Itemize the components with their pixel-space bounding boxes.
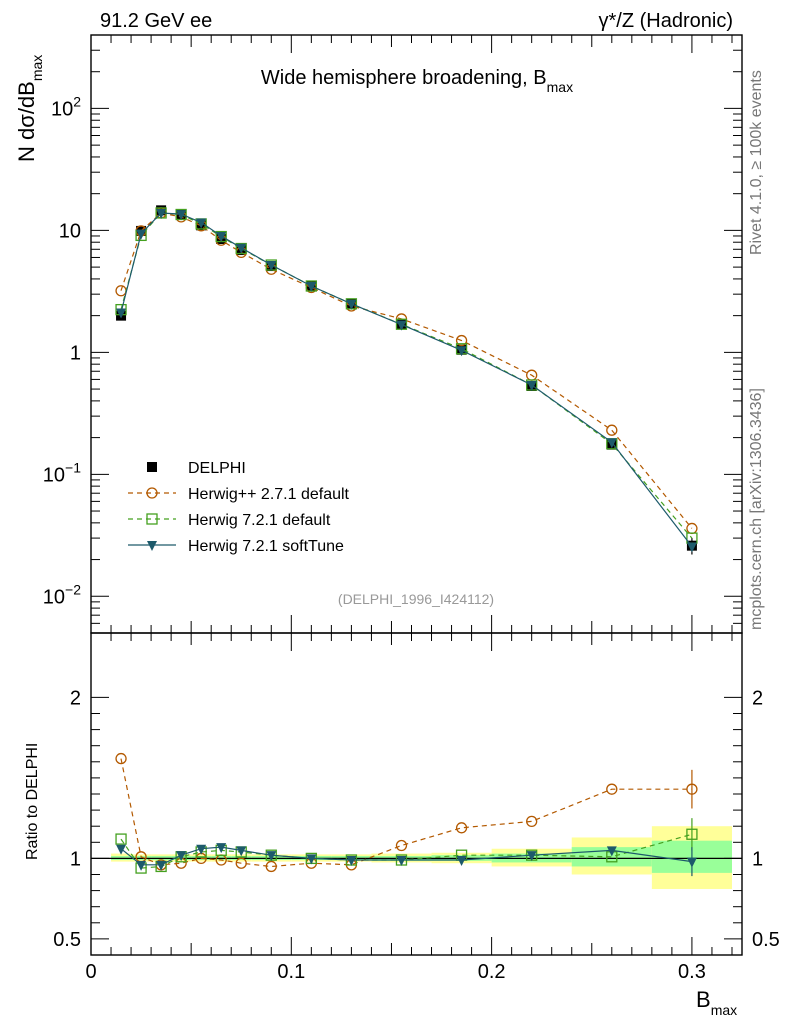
triangle-series-point xyxy=(236,243,247,254)
ratio-triangle-point xyxy=(176,851,187,862)
legend-marker xyxy=(147,541,157,551)
circle-series-line xyxy=(120,212,693,529)
ratio-plot-frame xyxy=(90,632,743,956)
x-tick-label: 0.1 xyxy=(277,961,305,983)
ratio-triangle-point xyxy=(686,857,697,868)
ratio-triangle-point xyxy=(156,860,167,871)
legend-marker xyxy=(146,487,158,499)
y-tick-label: 10−2 xyxy=(43,581,81,608)
triangle-series-point xyxy=(346,299,357,310)
triangle-series-point xyxy=(176,210,187,221)
triangle-series-point xyxy=(156,208,167,219)
legend-marker xyxy=(147,462,157,472)
ratio-triangle-point xyxy=(216,843,227,854)
x-tick-label: 0.2 xyxy=(478,961,506,983)
ratio-circle-point xyxy=(265,860,277,873)
triangle-series-point xyxy=(196,218,207,229)
x-tick-label: 0.3 xyxy=(678,961,706,983)
triangle-series-point xyxy=(306,282,317,293)
ratio-triangle-point xyxy=(306,854,317,865)
ratio-circle-point xyxy=(395,839,408,852)
x-tick-label: 0 xyxy=(85,961,96,983)
triangle-series-point xyxy=(526,380,537,391)
ratio-triangle-point xyxy=(266,851,277,862)
ratio-square-point xyxy=(686,828,698,840)
ratio-circle-point xyxy=(115,752,127,765)
ratio-circle-point xyxy=(686,783,698,795)
legend-label: Herwig 7.2.1 default xyxy=(188,512,331,529)
y-tick-label: 102 xyxy=(51,93,81,120)
ratio-circle-point xyxy=(606,783,618,795)
legend-label: Herwig 7.2.1 softTune xyxy=(188,538,344,555)
y-tick-label: 10 xyxy=(59,220,81,242)
circle-series-point xyxy=(606,424,618,436)
ratio-triangle-point xyxy=(136,860,147,871)
triangle-series-point xyxy=(456,346,467,357)
triangle-series-point xyxy=(136,229,147,240)
triangle-series-point xyxy=(216,231,227,242)
ratio-circle-point xyxy=(455,822,468,834)
ratio-triangle-point xyxy=(456,856,467,867)
ratio-triangle-point xyxy=(606,846,617,857)
rivet-version-label: Rivet 4.1.0, ≥ 100k events xyxy=(748,70,765,255)
ratio-triangle-point xyxy=(396,856,407,867)
ratio-circle-line xyxy=(120,758,692,868)
ratio-y-tick-label-right: 2 xyxy=(752,687,763,709)
ratio-triangle-point xyxy=(116,844,127,855)
ratio-y-tick-label: 1 xyxy=(70,848,81,870)
legend-label: DELPHI xyxy=(188,460,246,477)
header-left: 91.2 GeV ee xyxy=(100,10,212,32)
ratio-circle-point xyxy=(235,857,247,869)
circle-series-point xyxy=(115,285,127,297)
circle-series-point xyxy=(686,522,698,535)
triangle-series-point xyxy=(116,308,127,319)
mcplots-label: mcplots.cern.ch [arXiv:1306.3436] xyxy=(748,388,765,630)
ratio-triangle-point xyxy=(196,844,207,855)
main-title: Wide hemisphere broadening, Bmax xyxy=(261,67,573,95)
legend-marker xyxy=(146,513,158,525)
ratio-square-point xyxy=(115,833,127,845)
ratio-triangle-point xyxy=(526,851,537,862)
triangle-series-point xyxy=(266,261,277,272)
triangle-series-point xyxy=(396,320,407,331)
ratio-triangle-point xyxy=(346,856,357,867)
ratio-y-tick-label: 2 xyxy=(70,687,81,709)
triangle-series-point xyxy=(606,438,617,449)
y-axis-title: N dσ/dBmax xyxy=(14,55,45,162)
ratio-circle-point xyxy=(526,815,538,828)
ratio-square-line xyxy=(120,833,693,869)
triangle-series-point xyxy=(686,542,697,553)
ratio-y-tick-label-right: 0.5 xyxy=(752,929,780,951)
ratio-triangle-point xyxy=(236,846,247,857)
ratio-y-tick-label-right: 1 xyxy=(752,848,763,870)
ratio-y-tick-label: 0.5 xyxy=(53,929,81,951)
x-axis-title: Bmax xyxy=(696,987,737,1018)
ratio-y-axis-title: Ratio to DELPHI xyxy=(24,743,41,860)
y-tick-label: 10−1 xyxy=(43,459,81,486)
circle-series-point xyxy=(455,334,468,347)
legend-label: Herwig++ 2.7.1 default xyxy=(188,486,350,503)
header-right: γ*/Z (Hadronic) xyxy=(599,10,733,32)
analysis-tag: (DELPHI_1996_I424112) xyxy=(338,591,494,607)
y-tick-label: 1 xyxy=(70,342,81,364)
